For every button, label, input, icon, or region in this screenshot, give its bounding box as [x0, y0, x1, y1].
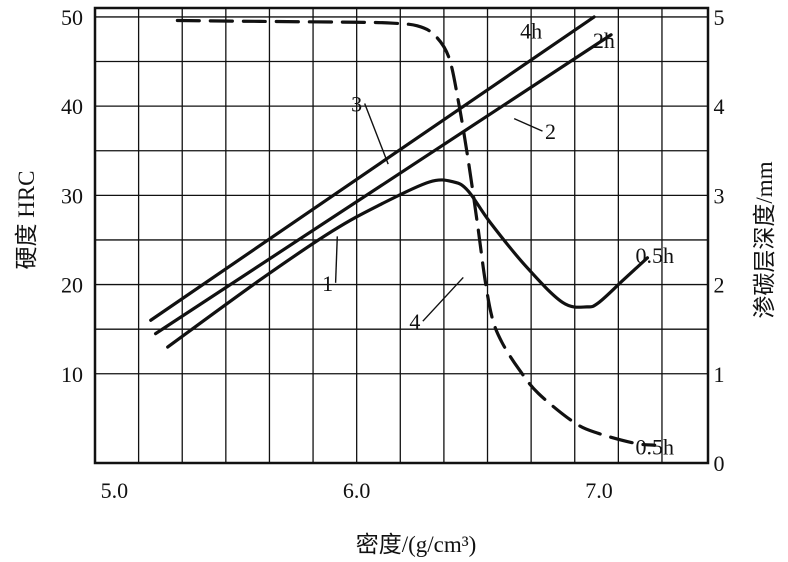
y2-tick-label: 1: [714, 362, 725, 387]
series-layer: [149, 15, 657, 447]
y2-axis-ticks: 0 1 2 3 4 5: [714, 5, 725, 476]
y2-tick-label: 3: [714, 183, 725, 208]
x-tick-label: 5.0: [101, 478, 129, 503]
y-axis-label: 硬度 HRC: [14, 170, 39, 269]
annotation-leader-7: [422, 276, 464, 322]
annotation-3: 0.5h: [635, 435, 674, 460]
series-line-0: [149, 15, 596, 322]
grid-lines: [94, 8, 709, 463]
annotation-1: 2h: [593, 28, 615, 53]
annotations: 4h 2h 0.5h 0.5h 3 2 1 4: [322, 18, 674, 459]
annotation-5: 2: [545, 119, 556, 144]
annotation-leader-6: [334, 236, 338, 283]
plot-frame: [93, 6, 710, 465]
y-tick-label: 40: [61, 94, 83, 119]
y2-axis-label: 渗碳层深度/mm: [752, 161, 777, 318]
annotation-7: 4: [409, 309, 420, 334]
annotation-leader-5: [513, 117, 543, 132]
annotation-leader-4: [364, 103, 389, 165]
series-line-2: [166, 178, 650, 349]
annotation-0: 4h: [520, 18, 542, 43]
x-tick-label: 6.0: [343, 478, 371, 503]
y-axis-ticks: 10 20 30 40 50: [61, 5, 83, 387]
x-axis-ticks: 5.0 6.0 7.0: [101, 478, 613, 503]
series-line-3: [175, 18, 657, 447]
annotation-4: 3: [351, 91, 362, 116]
y2-tick-label: 5: [714, 5, 725, 30]
y-tick-label: 20: [61, 273, 83, 298]
y-tick-label: 30: [61, 183, 83, 208]
annotation-leaders: [334, 103, 543, 322]
y2-tick-label: 0: [714, 451, 725, 476]
y-tick-label: 50: [61, 5, 83, 30]
x-tick-label: 7.0: [585, 478, 613, 503]
y2-tick-label: 2: [714, 273, 725, 298]
annotation-6: 1: [322, 271, 333, 296]
y2-tick-label: 4: [714, 94, 725, 119]
series-line-1: [153, 33, 613, 336]
x-axis-label: 密度/(g/cm³): [356, 532, 477, 557]
annotation-2: 0.5h: [635, 243, 674, 268]
y-tick-label: 10: [61, 362, 83, 387]
